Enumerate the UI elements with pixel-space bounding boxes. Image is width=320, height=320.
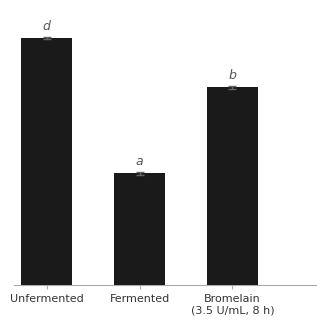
Bar <box>21 38 72 285</box>
Text: d: d <box>43 20 51 33</box>
Bar <box>207 87 258 285</box>
Text: b: b <box>228 69 236 82</box>
Text: a: a <box>136 155 143 168</box>
Bar <box>114 173 165 285</box>
